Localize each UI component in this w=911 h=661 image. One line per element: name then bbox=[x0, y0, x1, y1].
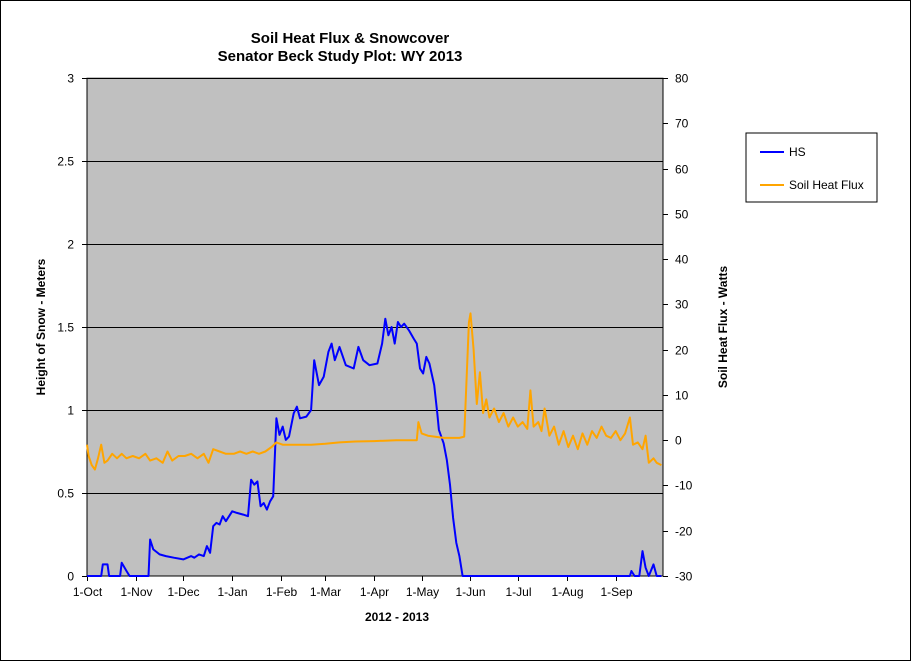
chart-subtitle: Senator Beck Study Plot: WY 2013 bbox=[218, 48, 463, 65]
right-tick-label: 70 bbox=[675, 117, 689, 131]
right-tick-label: 60 bbox=[675, 163, 689, 177]
right-tick-label: 20 bbox=[675, 344, 689, 358]
right-tick-label: -30 bbox=[675, 570, 693, 584]
right-tick-label: 80 bbox=[675, 72, 689, 86]
right-tick-label: -10 bbox=[675, 479, 693, 493]
x-axis: 1-Oct 1-Nov 1-Dec 1-Jan 1-Feb 1-Mar 1-Apr 1-May… bbox=[73, 575, 663, 599]
legend: HS Soil Heat Flux bbox=[745, 132, 878, 203]
right-y-axis: -30 -20 -10 0 10 20 30 40 50 60 70 80 bbox=[662, 72, 693, 584]
right-tick-label: 40 bbox=[675, 253, 689, 267]
x-tick-label: 1-May bbox=[406, 585, 439, 599]
y-left-axis-label: Height of Snow - Meters bbox=[34, 258, 48, 395]
x-tick-label: 1-Oct bbox=[73, 585, 103, 599]
x-tick-label: 1-Jan bbox=[217, 585, 247, 599]
right-tick-label: 50 bbox=[675, 208, 689, 222]
series-line-hs bbox=[87, 317, 662, 577]
right-tick-label: 0 bbox=[675, 434, 682, 448]
x-tick-label: 1-Feb bbox=[266, 585, 298, 599]
legend-label-hs: HS bbox=[789, 145, 806, 159]
left-tick-label: 0.5 bbox=[57, 487, 74, 501]
left-tick-label: 2.5 bbox=[57, 155, 74, 169]
left-tick-label: 1 bbox=[67, 404, 74, 418]
x-tick-label: 1-Aug bbox=[551, 585, 583, 599]
legend-label-soil-heat-flux: Soil Heat Flux bbox=[789, 178, 864, 192]
y-right-axis-label: Soil Heat Flux - Watts bbox=[716, 266, 730, 389]
gridlines bbox=[87, 78, 663, 494]
x-axis-label: 2012 - 2013 bbox=[365, 610, 429, 624]
x-tick-label: 1-Mar bbox=[310, 585, 341, 599]
x-tick-label: 1-Nov bbox=[120, 585, 152, 599]
left-tick-label: 0 bbox=[67, 570, 74, 584]
right-tick-label: -20 bbox=[675, 525, 693, 539]
x-tick-label: 1-Apr bbox=[360, 585, 389, 599]
x-tick-label: 1-Dec bbox=[167, 585, 199, 599]
chart-title: Soil Heat Flux & Snowcover bbox=[251, 30, 450, 47]
x-tick-label: 1-Sep bbox=[600, 585, 632, 599]
left-tick-label: 1.5 bbox=[57, 321, 74, 335]
series-lines bbox=[86, 312, 662, 577]
left-y-axis: 0 0.5 1 1.5 2 2.5 3 bbox=[57, 72, 88, 584]
left-tick-label: 2 bbox=[67, 238, 74, 252]
right-tick-label: 10 bbox=[675, 389, 689, 403]
x-tick-label: 1-Jul bbox=[505, 585, 531, 599]
x-tick-label: 1-Jun bbox=[455, 585, 485, 599]
right-tick-label: 30 bbox=[675, 298, 689, 312]
left-tick-label: 3 bbox=[67, 72, 74, 86]
series-line-soil-heat-flux bbox=[86, 312, 662, 471]
legend-box bbox=[745, 132, 878, 203]
